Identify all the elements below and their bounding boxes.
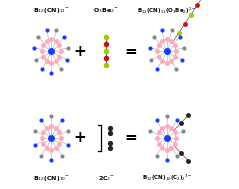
Text: +: + [73,43,86,59]
Text: +: + [73,130,86,146]
Text: =: = [125,43,137,59]
Text: B$_{12}$(CN)$_{11}$$^{-}$: B$_{12}$(CN)$_{11}$$^{-}$ [33,6,70,15]
Text: 2C$_2$$^{-}$: 2C$_2$$^{-}$ [98,174,115,183]
Text: B$_{12}$(CN)$_{10}$(C$_2$)$_2$$^{3-}$: B$_{12}$(CN)$_{10}$(C$_2$)$_2$$^{3-}$ [141,173,192,183]
Text: B$_{12}$(CN)$_{10}$$^{-}$: B$_{12}$(CN)$_{10}$$^{-}$ [33,174,70,183]
Text: =: = [125,130,137,146]
Text: O$_3$Be$_2$$^{-}$: O$_3$Be$_2$$^{-}$ [93,6,119,15]
Text: B$_{12}$(CN)$_{11}$(O$_3$Be$_2$)$^{2-}$: B$_{12}$(CN)$_{11}$(O$_3$Be$_2$)$^{2-}$ [137,6,196,16]
